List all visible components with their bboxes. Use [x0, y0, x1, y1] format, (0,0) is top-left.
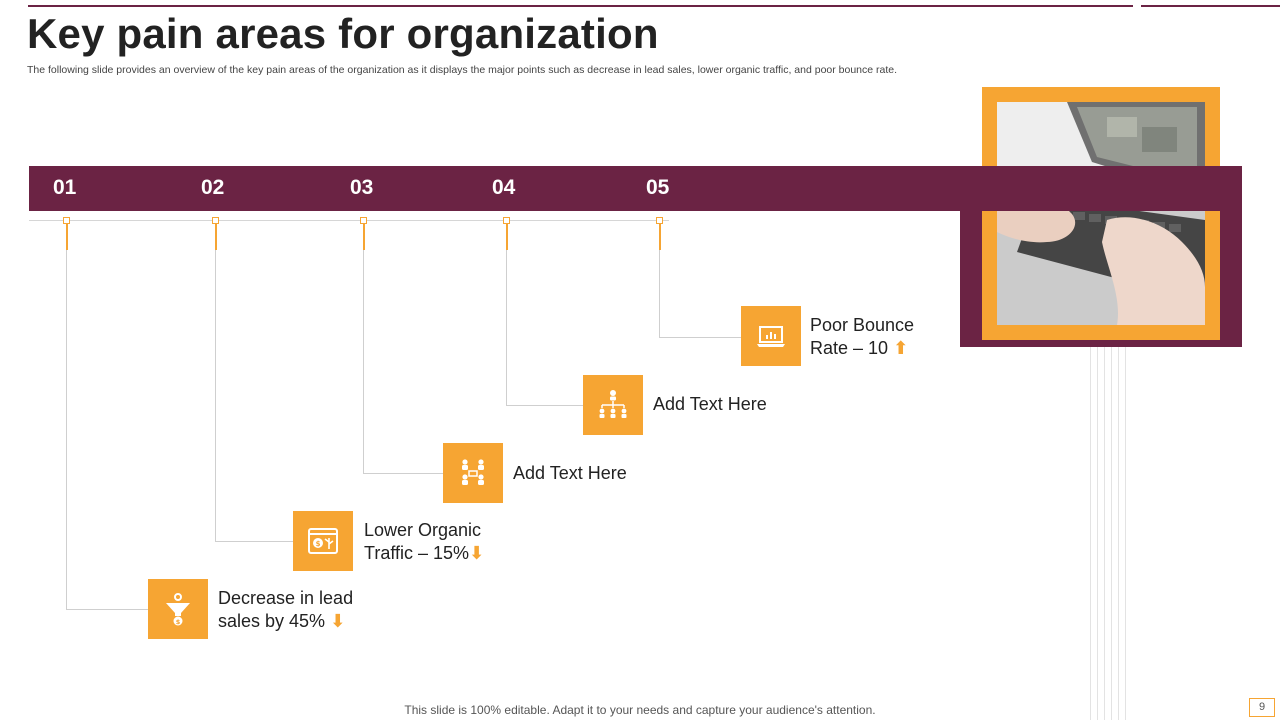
step-03-label-line1: Add Text Here: [513, 463, 627, 483]
connector-horizontal: [506, 405, 583, 406]
up-arrow-icon: ⬆: [893, 338, 909, 358]
decor-line: [1097, 347, 1098, 720]
down-arrow-icon: ⬇: [469, 543, 485, 563]
down-arrow-icon: ⬇: [330, 611, 346, 631]
dollar-growth-screen-icon: $: [308, 528, 338, 554]
laptop-chart-icon: [757, 326, 785, 347]
timeline-marker: [212, 217, 219, 224]
team-meeting-icon: [462, 459, 484, 485]
timeline-tick: [506, 224, 508, 250]
step-03-icon-box: [443, 443, 503, 503]
step-01-label-line1: Decrease in lead: [218, 588, 354, 608]
svg-text:$: $: [176, 618, 181, 626]
laptop-photo-illustration: [997, 102, 1205, 325]
step-number-05: 05: [646, 176, 670, 199]
top-rule-right: [1141, 5, 1280, 7]
decor-line: [1090, 347, 1091, 720]
svg-text:$: $: [316, 540, 321, 548]
page-title: Key pain areas for organization: [27, 10, 659, 57]
decor-line: [1118, 347, 1119, 720]
timeline-guide-line: [29, 220, 669, 221]
step-02-label-line1: Lower Organic: [364, 520, 482, 540]
step-02-icon-box: $: [293, 511, 353, 571]
connector-vertical: [659, 250, 660, 338]
timeline-tick: [659, 224, 661, 250]
step-03-label: Add Text Here: [513, 462, 627, 485]
decor-line: [1104, 347, 1105, 720]
step-number-04: 04: [492, 176, 516, 199]
step-01-icon-box: $: [148, 579, 208, 639]
step-02-label: Lower Organic Traffic – 15%⬇: [364, 519, 484, 565]
timeline-tick: [66, 224, 68, 250]
org-chart-icon: [599, 390, 627, 418]
step-04-icon-box: [583, 375, 643, 435]
decor-line: [1111, 347, 1112, 720]
timeline-band: [29, 166, 1242, 211]
connector-horizontal: [66, 609, 148, 610]
step-05-label: Poor Bounce Rate – 10 ⬆: [810, 314, 914, 360]
footer-note: This slide is 100% editable. Adapt it to…: [404, 703, 876, 717]
step-02-label-line2: Traffic – 15%: [364, 543, 470, 563]
connector-vertical: [215, 250, 216, 542]
decor-line: [1125, 347, 1126, 720]
step-number-03: 03: [350, 176, 374, 199]
timeline-tick: [215, 224, 217, 250]
timeline-marker: [360, 217, 367, 224]
funnel-dollar-icon: $: [166, 593, 190, 626]
top-rule-left: [28, 5, 1133, 7]
step-number-02: 02: [201, 176, 225, 199]
timeline-marker: [656, 217, 663, 224]
page-subtitle: The following slide provides an overview…: [27, 64, 898, 76]
step-05-label-line1: Poor Bounce: [810, 315, 915, 335]
connector-vertical: [66, 250, 67, 610]
step-01-label-line2: sales by 45%: [218, 611, 326, 631]
connector-vertical: [506, 250, 507, 406]
step-05-label-line2: Rate – 10: [810, 338, 889, 358]
timeline-marker: [63, 217, 70, 224]
timeline-tick: [363, 224, 365, 250]
laptop-typing-photo: [997, 102, 1205, 325]
connector-horizontal: [659, 337, 741, 338]
step-05-icon-box: [741, 306, 801, 366]
connector-horizontal: [215, 541, 293, 542]
connector-vertical: [363, 250, 364, 474]
timeline-marker: [503, 217, 510, 224]
step-04-label: Add Text Here: [653, 393, 767, 416]
step-01-label: Decrease in lead sales by 45% ⬇: [218, 587, 353, 633]
connector-horizontal: [363, 473, 443, 474]
step-number-01: 01: [53, 176, 77, 199]
step-04-label-line1: Add Text Here: [653, 394, 767, 414]
page-number: 9: [1249, 698, 1275, 717]
